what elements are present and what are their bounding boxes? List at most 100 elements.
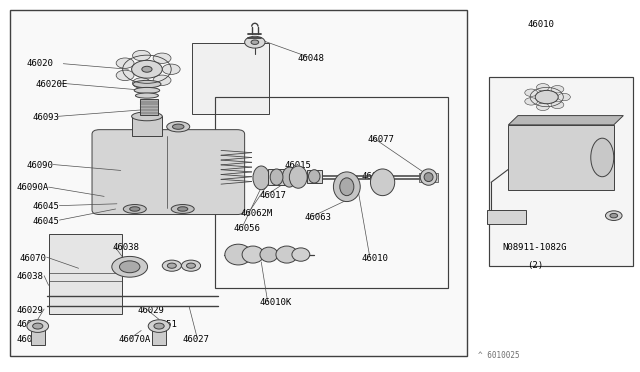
Ellipse shape (225, 244, 252, 265)
Ellipse shape (260, 247, 278, 262)
Ellipse shape (136, 93, 159, 98)
Ellipse shape (424, 173, 433, 182)
Ellipse shape (132, 50, 150, 61)
Ellipse shape (276, 246, 298, 263)
Ellipse shape (253, 166, 269, 190)
Ellipse shape (153, 75, 171, 86)
FancyBboxPatch shape (92, 130, 244, 215)
Ellipse shape (116, 70, 134, 81)
Ellipse shape (605, 211, 622, 221)
Ellipse shape (168, 263, 176, 268)
Ellipse shape (536, 103, 549, 110)
Text: (2): (2) (527, 261, 543, 270)
Text: 46070: 46070 (20, 254, 47, 263)
Ellipse shape (536, 84, 549, 91)
Ellipse shape (292, 248, 310, 261)
Bar (419, 173, 438, 182)
Text: 46010: 46010 (362, 254, 388, 263)
Ellipse shape (177, 207, 188, 211)
Text: 46027: 46027 (182, 335, 209, 344)
Ellipse shape (172, 205, 194, 214)
Ellipse shape (173, 124, 184, 129)
Ellipse shape (551, 101, 564, 109)
Ellipse shape (124, 205, 147, 214)
Ellipse shape (340, 178, 354, 196)
Text: 46056: 46056 (234, 224, 260, 233)
Text: 46045: 46045 (33, 202, 60, 211)
Text: 46010K: 46010K (259, 298, 292, 307)
Ellipse shape (251, 40, 259, 44)
Bar (214, 97, 448, 288)
Text: 46027: 46027 (17, 335, 44, 344)
Text: 46020E: 46020E (36, 80, 68, 89)
Text: ^ 6010025: ^ 6010025 (478, 351, 520, 360)
Bar (152, 326, 166, 344)
Text: 46029: 46029 (138, 306, 165, 315)
Bar (132, 116, 163, 136)
Text: 46015: 46015 (285, 161, 312, 170)
Polygon shape (508, 125, 614, 190)
Polygon shape (508, 116, 623, 125)
Bar (31, 326, 45, 344)
Text: 46017: 46017 (259, 191, 286, 200)
Text: 46045: 46045 (33, 217, 60, 226)
Ellipse shape (132, 78, 150, 88)
Text: 46048: 46048 (298, 54, 324, 62)
Ellipse shape (27, 320, 49, 333)
Ellipse shape (244, 36, 265, 48)
Ellipse shape (132, 112, 163, 121)
Text: 46077: 46077 (368, 135, 395, 144)
Ellipse shape (551, 86, 564, 93)
Text: 46051: 46051 (151, 321, 178, 330)
Text: 46071: 46071 (362, 172, 388, 181)
Ellipse shape (181, 260, 200, 271)
Bar (307, 170, 322, 183)
Ellipse shape (308, 170, 320, 183)
Text: 46090A: 46090A (17, 183, 49, 192)
Ellipse shape (120, 261, 140, 273)
Ellipse shape (153, 53, 171, 64)
Text: 46010: 46010 (527, 20, 554, 29)
Text: 46029: 46029 (17, 306, 44, 315)
Text: 46093: 46093 (33, 113, 60, 122)
Ellipse shape (130, 207, 140, 211)
Ellipse shape (134, 87, 160, 93)
Text: 46038: 46038 (17, 272, 44, 281)
Ellipse shape (163, 64, 180, 74)
Ellipse shape (33, 323, 43, 329)
Ellipse shape (112, 256, 148, 277)
Ellipse shape (535, 90, 558, 104)
Bar (489, 77, 633, 266)
Text: 46063: 46063 (304, 213, 331, 222)
Ellipse shape (148, 320, 170, 333)
Ellipse shape (163, 260, 181, 271)
Ellipse shape (557, 93, 570, 101)
Ellipse shape (270, 169, 283, 185)
Bar (487, 210, 525, 224)
Ellipse shape (154, 323, 164, 329)
Ellipse shape (133, 80, 161, 88)
Text: 46090: 46090 (26, 161, 53, 170)
Bar (49, 234, 122, 314)
Text: 46062M: 46062M (240, 209, 273, 218)
Bar (268, 169, 285, 185)
Ellipse shape (242, 246, 264, 263)
Ellipse shape (525, 98, 538, 105)
Text: 46066M: 46066M (272, 176, 305, 185)
Ellipse shape (610, 214, 618, 218)
Text: 46020: 46020 (26, 59, 53, 68)
Ellipse shape (525, 89, 538, 96)
Ellipse shape (333, 172, 360, 202)
Ellipse shape (289, 166, 307, 188)
Ellipse shape (132, 60, 163, 78)
Ellipse shape (186, 263, 195, 268)
Ellipse shape (142, 66, 152, 72)
Ellipse shape (420, 169, 437, 185)
Polygon shape (192, 43, 269, 114)
Bar (140, 99, 158, 115)
Text: N08911-1082G: N08911-1082G (502, 243, 566, 251)
Ellipse shape (282, 167, 296, 187)
Text: 46038: 46038 (113, 243, 140, 251)
Ellipse shape (371, 169, 395, 196)
Ellipse shape (591, 138, 614, 177)
